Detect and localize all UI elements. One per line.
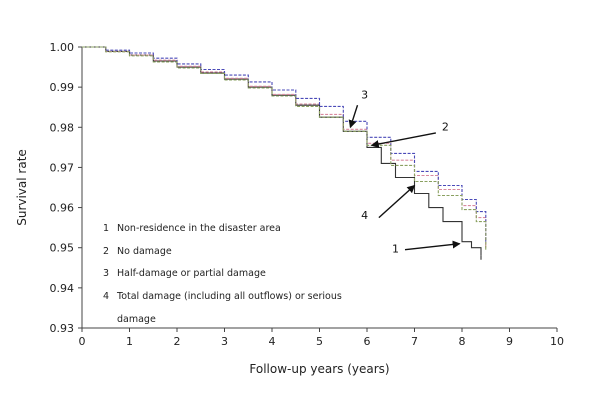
annotation-arrow-1 [404, 240, 461, 251]
x-tick-label: 9 [506, 335, 513, 348]
annotation-label-4: 4 [361, 209, 368, 222]
legend-number: 3 [103, 268, 109, 279]
y-tick-label: 0.94 [50, 282, 75, 295]
annotations: 3 2 4 1 [348, 88, 461, 256]
legend-label: No damage [117, 246, 172, 257]
annotation-arrow-4 [378, 184, 416, 219]
x-axis-title: Follow-up years (years) [249, 362, 389, 376]
y-tick-label: 0.93 [50, 322, 75, 335]
legend-number: 2 [103, 246, 109, 257]
legend-number: 4 [103, 291, 109, 302]
y-tick-label: 0.99 [50, 81, 75, 94]
series-line-3 [82, 46, 487, 238]
x-tick-label: 4 [269, 335, 276, 348]
legend-label: Half-damage or partial damage [117, 268, 266, 279]
x-tick-label: 3 [221, 335, 228, 348]
series-line-4 [82, 46, 487, 246]
y-tick-label: 0.98 [50, 121, 75, 134]
series-group [82, 46, 487, 260]
y-tick-label: 0.97 [50, 161, 75, 174]
x-tick-label: 8 [459, 335, 466, 348]
annotation-arrow-3 [348, 104, 359, 129]
annotation-arrow-2 [370, 132, 437, 148]
x-tick-label: 5 [316, 335, 323, 348]
annotation-label-1: 1 [392, 243, 399, 256]
y-tick-label: 0.95 [50, 242, 75, 255]
x-tick-label: 7 [411, 335, 418, 348]
annotation-label-3: 3 [361, 88, 368, 101]
legend-number: 1 [103, 223, 109, 234]
legend: 1 Non-residence in the disaster area 2 No d… [103, 223, 342, 325]
y-tick-label: 1.00 [50, 41, 75, 54]
axes: 0 1 2 3 4 5 6 7 8 9 10 0.93 0.94 0.95 0.96 0.97 0.98 0.99… [15, 41, 564, 376]
y-tick-label: 0.96 [50, 202, 75, 215]
x-tick-label: 1 [126, 335, 133, 348]
series-line-2 [82, 46, 487, 244]
x-tick-label: 2 [174, 335, 181, 348]
x-tick-label: 10 [550, 335, 564, 348]
x-tick-label: 6 [364, 335, 371, 348]
y-axis-title: Survival rate [15, 149, 29, 226]
annotation-label-2: 2 [442, 120, 449, 133]
x-tick-label: 0 [79, 335, 86, 348]
legend-label: Non-residence in the disaster area [117, 223, 281, 234]
legend-label: Total damage (including all outflows) or… [116, 291, 342, 302]
legend-label: damage [117, 314, 156, 325]
